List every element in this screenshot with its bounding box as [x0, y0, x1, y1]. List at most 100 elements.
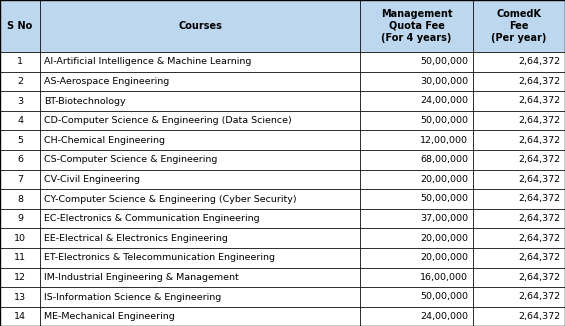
Text: Management
Quota Fee
(For 4 years): Management Quota Fee (For 4 years) — [381, 9, 452, 43]
Text: 13: 13 — [14, 292, 26, 302]
Text: 12,00,000: 12,00,000 — [420, 136, 468, 145]
Bar — [473, 0, 565, 52]
Text: 50,00,000: 50,00,000 — [420, 195, 468, 203]
Text: 2,64,372: 2,64,372 — [518, 214, 560, 223]
Bar — [360, 189, 473, 209]
Bar — [473, 91, 565, 111]
Bar — [360, 72, 473, 91]
Bar — [473, 130, 565, 150]
Bar — [360, 248, 473, 268]
Bar — [473, 209, 565, 229]
Bar — [360, 170, 473, 189]
Text: 3: 3 — [17, 96, 23, 106]
Text: 50,00,000: 50,00,000 — [420, 57, 468, 66]
Text: 2,64,372: 2,64,372 — [518, 136, 560, 145]
Text: 50,00,000: 50,00,000 — [420, 292, 468, 302]
Bar — [40, 189, 360, 209]
Bar — [360, 307, 473, 326]
Text: 20,00,000: 20,00,000 — [420, 253, 468, 262]
Text: 20,00,000: 20,00,000 — [420, 234, 468, 243]
Text: 9: 9 — [17, 214, 23, 223]
Text: 2,64,372: 2,64,372 — [518, 292, 560, 302]
Bar — [360, 111, 473, 130]
Bar — [0, 52, 40, 72]
Bar — [473, 111, 565, 130]
Text: 2,64,372: 2,64,372 — [518, 234, 560, 243]
Text: 24,00,000: 24,00,000 — [420, 312, 468, 321]
Bar — [0, 209, 40, 229]
Bar — [40, 170, 360, 189]
Bar — [473, 248, 565, 268]
Text: CS-Computer Science & Engineering: CS-Computer Science & Engineering — [44, 155, 218, 164]
Bar — [360, 268, 473, 287]
Bar — [0, 130, 40, 150]
Text: 2,64,372: 2,64,372 — [518, 77, 560, 86]
Bar — [40, 268, 360, 287]
Text: 8: 8 — [17, 195, 23, 203]
Text: CV-Civil Engineering: CV-Civil Engineering — [44, 175, 140, 184]
Bar — [360, 91, 473, 111]
Bar — [0, 150, 40, 170]
Text: 11: 11 — [14, 253, 26, 262]
Text: 10: 10 — [14, 234, 26, 243]
Bar — [40, 209, 360, 229]
Bar — [473, 229, 565, 248]
Text: 2,64,372: 2,64,372 — [518, 175, 560, 184]
Bar — [40, 130, 360, 150]
Bar — [0, 170, 40, 189]
Bar — [473, 52, 565, 72]
Text: 37,00,000: 37,00,000 — [420, 214, 468, 223]
Bar — [0, 72, 40, 91]
Bar — [40, 52, 360, 72]
Text: AI-Artificial Intelligence & Machine Learning: AI-Artificial Intelligence & Machine Lea… — [44, 57, 251, 66]
Bar — [360, 209, 473, 229]
Bar — [360, 0, 473, 52]
Bar — [473, 189, 565, 209]
Bar — [473, 307, 565, 326]
Bar — [473, 287, 565, 307]
Text: 2,64,372: 2,64,372 — [518, 116, 560, 125]
Text: 2,64,372: 2,64,372 — [518, 96, 560, 106]
Bar — [40, 150, 360, 170]
Text: ME-Mechanical Engineering: ME-Mechanical Engineering — [44, 312, 175, 321]
Bar — [360, 150, 473, 170]
Bar — [0, 287, 40, 307]
Bar — [360, 52, 473, 72]
Text: 12: 12 — [14, 273, 26, 282]
Text: 50,00,000: 50,00,000 — [420, 116, 468, 125]
Bar — [473, 150, 565, 170]
Text: AS-Aerospace Engineering: AS-Aerospace Engineering — [44, 77, 170, 86]
Text: 16,00,000: 16,00,000 — [420, 273, 468, 282]
Bar — [360, 229, 473, 248]
Text: 30,00,000: 30,00,000 — [420, 77, 468, 86]
Text: EC-Electronics & Communication Engineering: EC-Electronics & Communication Engineeri… — [44, 214, 260, 223]
Text: BT-Biotechnology: BT-Biotechnology — [44, 96, 125, 106]
Text: Courses: Courses — [178, 21, 222, 31]
Text: IS-Information Science & Engineering: IS-Information Science & Engineering — [44, 292, 221, 302]
Bar — [473, 268, 565, 287]
Bar — [40, 72, 360, 91]
Text: 24,00,000: 24,00,000 — [420, 96, 468, 106]
Bar — [360, 287, 473, 307]
Text: 2,64,372: 2,64,372 — [518, 195, 560, 203]
Bar — [40, 287, 360, 307]
Text: CD-Computer Science & Engineering (Data Science): CD-Computer Science & Engineering (Data … — [44, 116, 292, 125]
Text: EE-Electrical & Electronics Engineering: EE-Electrical & Electronics Engineering — [44, 234, 228, 243]
Text: 5: 5 — [17, 136, 23, 145]
Bar — [40, 248, 360, 268]
Text: 4: 4 — [17, 116, 23, 125]
Bar — [473, 170, 565, 189]
Bar — [0, 111, 40, 130]
Text: IM-Industrial Engineering & Management: IM-Industrial Engineering & Management — [44, 273, 239, 282]
Bar — [0, 248, 40, 268]
Text: 14: 14 — [14, 312, 26, 321]
Bar — [0, 268, 40, 287]
Bar — [360, 130, 473, 150]
Bar — [40, 229, 360, 248]
Text: 2,64,372: 2,64,372 — [518, 57, 560, 66]
Text: ComedK
Fee
(Per year): ComedK Fee (Per year) — [492, 9, 547, 43]
Text: CY-Computer Science & Engineering (Cyber Security): CY-Computer Science & Engineering (Cyber… — [44, 195, 297, 203]
Bar — [40, 0, 360, 52]
Text: 2,64,372: 2,64,372 — [518, 312, 560, 321]
Bar — [0, 91, 40, 111]
